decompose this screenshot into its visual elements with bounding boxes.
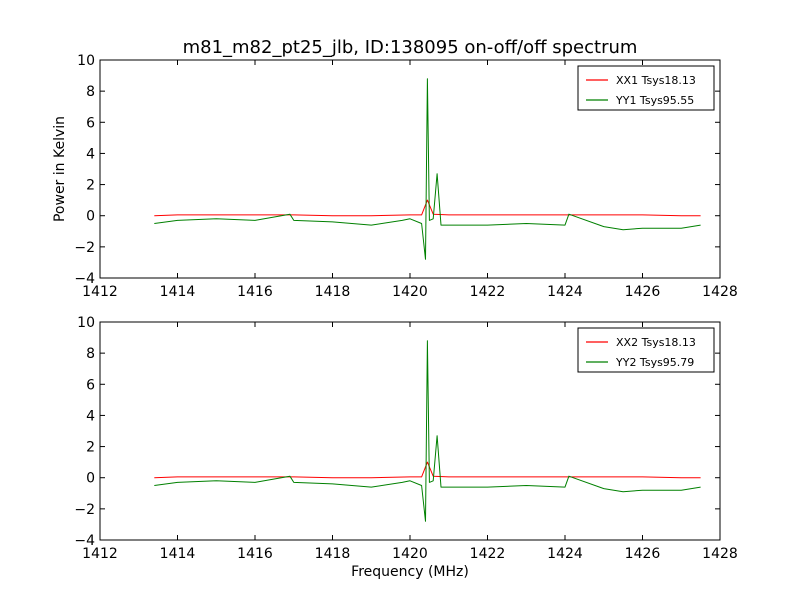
series-line-yy2	[154, 340, 701, 522]
y-tick-label: 2	[86, 440, 95, 456]
x-tick-label: 1412	[82, 284, 118, 300]
y-tick-label: −4	[74, 533, 95, 549]
series-line-yy1	[154, 78, 701, 260]
y-tick-label: 8	[86, 84, 95, 100]
x-tick-label: 1414	[160, 546, 196, 562]
y-tick-label: 2	[86, 178, 95, 194]
y-tick-label: 8	[86, 346, 95, 362]
legend-label: XX1 Tsys18.13	[616, 74, 696, 87]
y-tick-label: 0	[86, 209, 95, 225]
x-tick-label: 1416	[237, 546, 273, 562]
y-tick-label: 0	[86, 471, 95, 487]
x-tick-label: 1418	[315, 284, 351, 300]
top-panel: 1412 1414 1416 1418 1420 1422 1424 1426 1428 −4 −2…	[52, 53, 738, 300]
legend-label: YY2 Tsys95.79	[615, 356, 694, 369]
series-line-xx1	[154, 199, 701, 217]
series-line-xx2	[154, 461, 701, 479]
y-tick-label: 10	[77, 53, 95, 69]
legend-box	[577, 65, 715, 111]
y-tick-label: −2	[74, 502, 95, 518]
x-tick-label: 1420	[392, 284, 428, 300]
x-tick-label: 1422	[470, 546, 506, 562]
y-tick-label: 4	[86, 408, 95, 424]
y-tick-label: −4	[74, 271, 95, 287]
x-tick-label: 1424	[547, 546, 583, 562]
x-tick-label: 1418	[315, 546, 351, 562]
legend-label: XX2 Tsys18.13	[616, 336, 696, 349]
x-tick-label: 1416	[237, 284, 273, 300]
x-tick-label: 1426	[625, 546, 661, 562]
x-tick-label: 1426	[625, 284, 661, 300]
x-tick-label: 1412	[82, 546, 118, 562]
figure-title: m81_m82_pt25_jlb, ID:138095 on-off/off s…	[183, 37, 638, 58]
y-tick-label: 4	[86, 146, 95, 162]
x-axis-label: Frequency (MHz)	[351, 564, 469, 580]
y-tick-label: 6	[86, 115, 95, 131]
x-tick-label: 1414	[160, 284, 196, 300]
x-tick-label: 1424	[547, 284, 583, 300]
y-tick-label: 6	[86, 377, 95, 393]
legend-box	[577, 327, 715, 373]
x-tick-label: 1428	[702, 546, 738, 562]
y-tick-label: −2	[74, 240, 95, 256]
legend-label: YY1 Tsys95.55	[615, 94, 694, 107]
x-tick-label: 1422	[470, 284, 506, 300]
x-tick-label: 1420	[392, 546, 428, 562]
bottom-panel: 1412 1414 1416 1418 1420 1422 1424 1426 1428 −4 −2…	[74, 315, 737, 580]
y-axis-label: Power in Kelvin	[52, 116, 68, 222]
x-tick-label: 1428	[702, 284, 738, 300]
y-tick-label: 10	[77, 315, 95, 331]
